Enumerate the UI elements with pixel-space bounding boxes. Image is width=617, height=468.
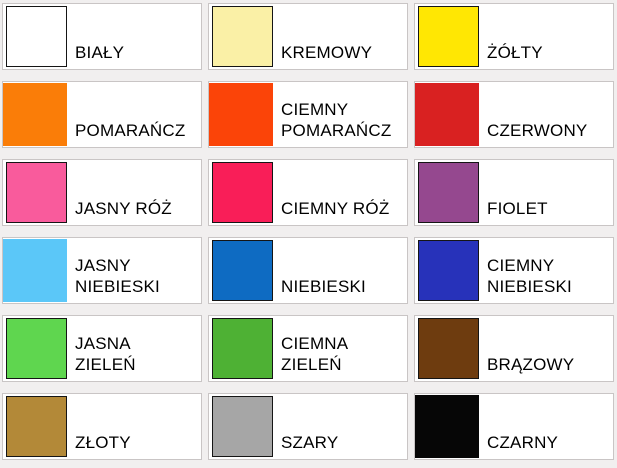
color-option-label: JASNY NIEBIESKI: [75, 255, 160, 297]
color-option-label: FIOLET: [487, 199, 548, 219]
niebieski-swatch: [212, 240, 273, 301]
color-option-bialy[interactable]: BIAŁY: [2, 3, 202, 70]
ciemny-niebieski-swatch: [418, 240, 479, 301]
color-option-jasny-niebieski[interactable]: JASNY NIEBIESKI: [2, 237, 202, 304]
czerwony-swatch: [415, 83, 479, 146]
pomarancz-swatch: [3, 83, 67, 146]
color-option-label: CZERWONY: [487, 121, 588, 141]
color-option-label: CZARNY: [487, 433, 559, 453]
color-option-label: ŻÓŁTY: [487, 43, 543, 63]
ciemny-roz-swatch: [212, 162, 273, 223]
color-option-label: CIEMNA ZIELEŃ: [281, 333, 349, 375]
kremowy-swatch: [212, 6, 273, 67]
czarny-swatch: [415, 395, 479, 458]
color-option-pomarancz[interactable]: POMARAŃCZ: [2, 81, 202, 148]
color-option-label: POMARAŃCZ: [75, 121, 186, 141]
color-option-ciemny-pomarancz[interactable]: CIEMNY POMARAŃCZ: [208, 81, 408, 148]
color-option-kremowy[interactable]: KREMOWY: [208, 3, 408, 70]
jasny-niebieski-swatch: [3, 239, 67, 302]
color-option-szary[interactable]: SZARY: [208, 393, 408, 460]
color-option-label: KREMOWY: [281, 43, 373, 63]
zolty-swatch: [418, 6, 479, 67]
color-option-niebieski[interactable]: NIEBIESKI: [208, 237, 408, 304]
color-option-label: CIEMNY NIEBIESKI: [487, 255, 572, 297]
color-option-label: NIEBIESKI: [281, 277, 366, 297]
color-option-ciemny-roz[interactable]: CIEMNY RÓŻ: [208, 159, 408, 226]
color-option-czerwony[interactable]: CZERWONY: [414, 81, 614, 148]
color-option-zloty[interactable]: ZŁOTY: [2, 393, 202, 460]
color-option-czarny[interactable]: CZARNY: [414, 393, 614, 460]
ciemny-pomarancz-swatch: [209, 83, 273, 146]
bialy-swatch: [6, 6, 67, 67]
color-option-fiolet[interactable]: FIOLET: [414, 159, 614, 226]
color-option-zolty[interactable]: ŻÓŁTY: [414, 3, 614, 70]
color-option-brazowy[interactable]: BRĄZOWY: [414, 315, 614, 382]
color-option-jasna-zielen[interactable]: JASNA ZIELEŃ: [2, 315, 202, 382]
color-option-label: JASNA ZIELEŃ: [75, 333, 136, 375]
ciemna-zielen-swatch: [212, 318, 273, 379]
color-option-ciemna-zielen[interactable]: CIEMNA ZIELEŃ: [208, 315, 408, 382]
jasna-zielen-swatch: [6, 318, 67, 379]
color-option-jasny-roz[interactable]: JASNY RÓŻ: [2, 159, 202, 226]
szary-swatch: [212, 396, 273, 457]
color-option-ciemny-niebieski[interactable]: CIEMNY NIEBIESKI: [414, 237, 614, 304]
jasny-roz-swatch: [6, 162, 67, 223]
color-option-label: CIEMNY RÓŻ: [281, 199, 390, 219]
color-option-label: BRĄZOWY: [487, 355, 575, 375]
color-option-label: BIAŁY: [75, 43, 125, 63]
color-option-label: CIEMNY POMARAŃCZ: [281, 99, 392, 141]
color-option-label: SZARY: [281, 433, 339, 453]
brazowy-swatch: [418, 318, 479, 379]
zloty-swatch: [6, 396, 67, 457]
color-option-label: JASNY RÓŻ: [75, 199, 172, 219]
fiolet-swatch: [418, 162, 479, 223]
color-option-label: ZŁOTY: [75, 433, 131, 453]
